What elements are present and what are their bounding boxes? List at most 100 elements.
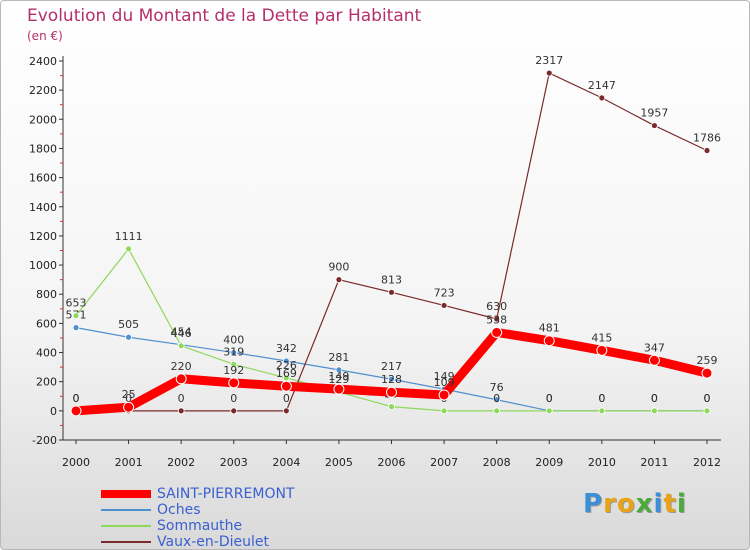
data-point (651, 122, 658, 129)
data-label: 220 (171, 360, 192, 373)
data-point (440, 407, 448, 415)
data-label: 0 (598, 392, 605, 405)
data-label: 0 (651, 392, 658, 405)
data-label: 1957 (640, 107, 668, 120)
x-tick-label: 2004 (272, 456, 300, 469)
data-label: 0 (598, 392, 605, 405)
x-tick-label: 2008 (483, 456, 511, 469)
data-point (598, 407, 606, 415)
y-tick-label: 2000 (29, 113, 57, 126)
x-tick-label: 2009 (535, 456, 563, 469)
x-tick-label: 2005 (325, 456, 353, 469)
data-label: 169 (276, 367, 297, 380)
data-label: 0 (73, 392, 80, 405)
legend-swatch (101, 541, 151, 543)
data-label: 149 (434, 370, 455, 383)
x-tick-label: 2012 (693, 456, 721, 469)
legend-label: Vaux-en-Dieulet (157, 534, 269, 550)
data-label: 0 (546, 392, 553, 405)
data-label: 281 (328, 351, 349, 364)
y-tick-label: 1600 (29, 172, 57, 185)
data-label: 0 (651, 392, 658, 405)
data-label: 505 (118, 318, 139, 331)
legend-label: Oches (157, 502, 201, 518)
data-label: 813 (381, 273, 402, 286)
data-label: 0 (230, 392, 237, 405)
data-label: 109 (434, 376, 455, 389)
data-label: 259 (697, 354, 718, 367)
data-label: 446 (171, 327, 192, 340)
data-label: 630 (486, 300, 507, 313)
data-point (438, 389, 450, 401)
data-label: 0 (125, 392, 132, 405)
data-point (333, 383, 345, 395)
data-label: 25 (122, 388, 136, 401)
y-tick-label: 1800 (29, 142, 57, 155)
x-tick-label: 2003 (220, 456, 248, 469)
logo-letter: t (663, 489, 677, 519)
y-tick-label: 600 (36, 317, 57, 330)
legend-swatch (101, 525, 151, 527)
data-point (543, 335, 555, 347)
chart-title: Evolution du Montant de la Dette par Hab… (27, 6, 422, 26)
data-point (388, 288, 395, 296)
y-tick-label: 2200 (29, 84, 57, 97)
x-tick-label: 2006 (378, 456, 406, 469)
data-label: 653 (66, 297, 87, 310)
data-point (125, 245, 132, 253)
legend-label: SAINT-PIERREMONT (157, 486, 295, 502)
data-point (651, 407, 658, 415)
data-point (177, 407, 185, 415)
data-point (282, 357, 290, 365)
data-point (70, 405, 82, 417)
data-label: 1111 (115, 230, 143, 243)
x-tick-label: 2000 (62, 456, 90, 469)
y-tick-label: 200 (36, 376, 57, 389)
data-point (280, 380, 292, 392)
data-label: 226 (276, 359, 297, 372)
data-point (72, 312, 80, 320)
data-point (175, 373, 187, 385)
logo-letter: r (603, 489, 617, 519)
data-point (388, 375, 395, 383)
legend-label: Sommauthe (157, 518, 243, 534)
x-tick-label: 2011 (640, 456, 668, 469)
logo-letter: i (653, 489, 664, 519)
data-point (125, 333, 132, 341)
data-label: 900 (328, 261, 349, 274)
data-point (598, 94, 606, 102)
data-label: 0 (704, 392, 711, 405)
data-label: 481 (539, 322, 560, 335)
x-tick-label: 2001 (115, 456, 143, 469)
legend-swatch (101, 490, 151, 498)
data-point (440, 302, 448, 309)
data-label: 129 (328, 373, 349, 386)
data-label: 2147 (588, 79, 616, 92)
data-label: 2317 (535, 54, 563, 67)
y-tick-label: -200 (32, 434, 57, 447)
data-label: 319 (223, 345, 244, 358)
data-label: 538 (486, 313, 507, 326)
x-tick-label: 2007 (430, 456, 458, 469)
y-tick-label: 1400 (29, 201, 57, 214)
data-point (230, 360, 238, 368)
data-point (703, 147, 711, 154)
data-point (493, 396, 501, 404)
logo-letter: P (583, 489, 604, 519)
data-point (72, 324, 80, 332)
data-label: 723 (434, 286, 455, 299)
data-point (228, 377, 240, 389)
data-point (491, 326, 503, 338)
data-point (388, 403, 395, 411)
data-point (493, 407, 501, 415)
data-label: 0 (493, 392, 500, 405)
y-tick-label: 1000 (29, 259, 57, 272)
data-point (177, 342, 185, 350)
data-label: 1786 (693, 132, 721, 145)
data-label: 0 (704, 392, 711, 405)
proxiti-logo: Proxiti (583, 489, 687, 519)
data-label: 149 (328, 370, 349, 383)
y-tick-label: 1200 (29, 230, 57, 243)
